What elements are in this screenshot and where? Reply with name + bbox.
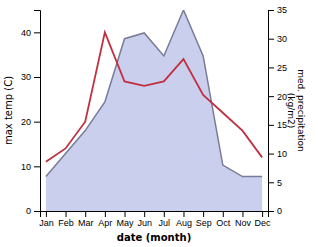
chart-svg: Jan Feb Mar Apr MayJun Jul Aug Sep Oct NovDec 0 10 2… [0, 0, 318, 247]
x-axis-tick-mark [66, 211, 67, 217]
x-axis-tick-label: Nov [235, 218, 252, 228]
x-axis-tick-label: Jan [39, 218, 54, 228]
plot-marks [46, 10, 262, 211]
chart-container: Jan Feb Mar Apr MayJun Jul Aug Sep Oct NovDec 0 10 2… [0, 0, 318, 247]
x-axis-tick-mark [125, 211, 126, 217]
x-axis-tick: Sep [196, 211, 212, 228]
y-axis-tick-mark [34, 166, 40, 167]
y2-axis-tick: 35 [268, 5, 287, 15]
y-axis-tick: 0 [26, 206, 40, 216]
y2-axis-tick: 10 [268, 149, 287, 159]
temperature-line [46, 32, 262, 162]
x-axis-tick: Mar [78, 211, 94, 228]
x-axis-tick: Nov [235, 211, 252, 228]
x-axis-tick-mark [85, 211, 86, 217]
y2-axis-tick-label: 35 [277, 5, 287, 15]
x-axis-tick: Jun [137, 211, 152, 228]
x-axis-tick-mark [183, 211, 184, 217]
x-axis-tick-label: Apr [98, 218, 112, 228]
y2-axis-tick: 20 [268, 92, 287, 102]
x-axis-tick: Jul [159, 211, 171, 228]
x-axis-tick-label: Dec [255, 218, 272, 228]
x-axis-tick: Dec [255, 211, 272, 228]
y2-axis-tick-mark [268, 67, 274, 68]
x-axis-tick: May [117, 211, 135, 228]
y2-axis-tick: 15 [268, 120, 287, 130]
y2-axis-tick-label: 0 [277, 206, 282, 216]
y2-axis-tick-label: 5 [277, 178, 282, 188]
y2-axis-tick-mark [268, 39, 274, 40]
x-axis-tick-label: Mar [78, 218, 94, 228]
chart-area: Jan Feb Mar Apr MayJun Jul Aug Sep Oct NovDec 0 10 2… [3, 5, 306, 243]
y2-axis-tick-mark [268, 182, 274, 183]
x-axis-tick-mark [242, 211, 243, 217]
y2-axis-line [269, 11, 275, 212]
y2-axis-tick-label: 20 [277, 92, 287, 102]
y-axis: 0 10 20 30 40 [21, 11, 41, 217]
x-axis: Jan Feb Mar Apr MayJun Jul Aug Sep Oct NovDec [39, 211, 271, 228]
y2-axis-tick: 25 [268, 63, 287, 73]
y2-axis-tick-mark [268, 154, 274, 155]
x-axis-tick-mark [46, 211, 47, 217]
y-axis-tick: 10 [21, 162, 40, 172]
y-axis-title: max temp (C) [3, 76, 14, 145]
y2-axis-tick-mark [268, 10, 274, 11]
y2-axis-tick-mark [268, 211, 274, 212]
y2-axis-tick: 5 [268, 178, 282, 188]
y2-axis-tick-label: 10 [277, 149, 287, 159]
y-axis-tick-label: 40 [21, 28, 31, 38]
y2-axis-tick-label: 15 [277, 120, 287, 130]
x-axis-tick: Apr [98, 211, 112, 228]
y-axis-tick-label: 30 [21, 72, 31, 82]
y-axis-tick-mark [34, 32, 40, 33]
y2-axis-tick-label: 25 [277, 63, 287, 73]
y-axis-tick-label: 10 [21, 162, 31, 172]
y2-axis-title: med. precipitation(kg/m2) [286, 69, 306, 151]
y2-axis-tick: 0 [268, 206, 282, 216]
x-axis-title: date (month) [117, 232, 191, 243]
y-axis-tick: 20 [21, 117, 40, 127]
x-axis-tick-mark [223, 211, 224, 217]
y2-axis: 0 5 10 15 20 25 30 35 [268, 5, 287, 216]
y-axis-tick-mark [34, 77, 40, 78]
y2-axis-title-line: (kg/m2) [286, 93, 296, 128]
x-axis-tick-label: Sep [196, 218, 212, 228]
y-axis-tick-label: 0 [26, 206, 31, 216]
y-axis-tick-mark [34, 122, 40, 123]
y-axis-tick: 30 [21, 72, 40, 82]
y-axis-line [34, 11, 41, 212]
y2-axis-tick-label: 30 [277, 34, 287, 44]
x-axis-tick-mark [105, 211, 106, 217]
x-axis-tick-label: Jun [137, 218, 152, 228]
y2-axis-tick: 30 [268, 34, 287, 44]
x-axis-tick-mark [164, 211, 165, 217]
x-axis-tick: Aug [176, 211, 192, 228]
precip-line [46, 10, 262, 177]
x-axis-tick-label: Aug [176, 218, 192, 228]
x-axis-tick: Jan [39, 211, 54, 228]
x-axis-tick-mark [203, 211, 204, 217]
x-axis-tick-mark [262, 211, 263, 217]
x-axis-tick-label: May [117, 218, 135, 228]
y2-axis-tick-mark [268, 125, 274, 126]
y-axis-tick-label: 20 [21, 117, 31, 127]
x-axis-tick: Oct [216, 211, 231, 228]
y2-axis-tick-mark [268, 96, 274, 97]
y-axis-tick: 40 [21, 28, 40, 38]
x-axis-tick: Feb [58, 211, 74, 228]
x-axis-tick-label: Feb [58, 218, 74, 228]
precip-area [46, 10, 262, 211]
x-axis-tick-label: Jul [159, 218, 171, 228]
x-axis-tick-label: Oct [216, 218, 231, 228]
x-axis-line [41, 212, 269, 218]
y-axis-tick-mark [34, 211, 40, 212]
x-axis-tick-mark [144, 211, 145, 217]
y2-axis-title-line: med. precipitation [296, 69, 306, 151]
